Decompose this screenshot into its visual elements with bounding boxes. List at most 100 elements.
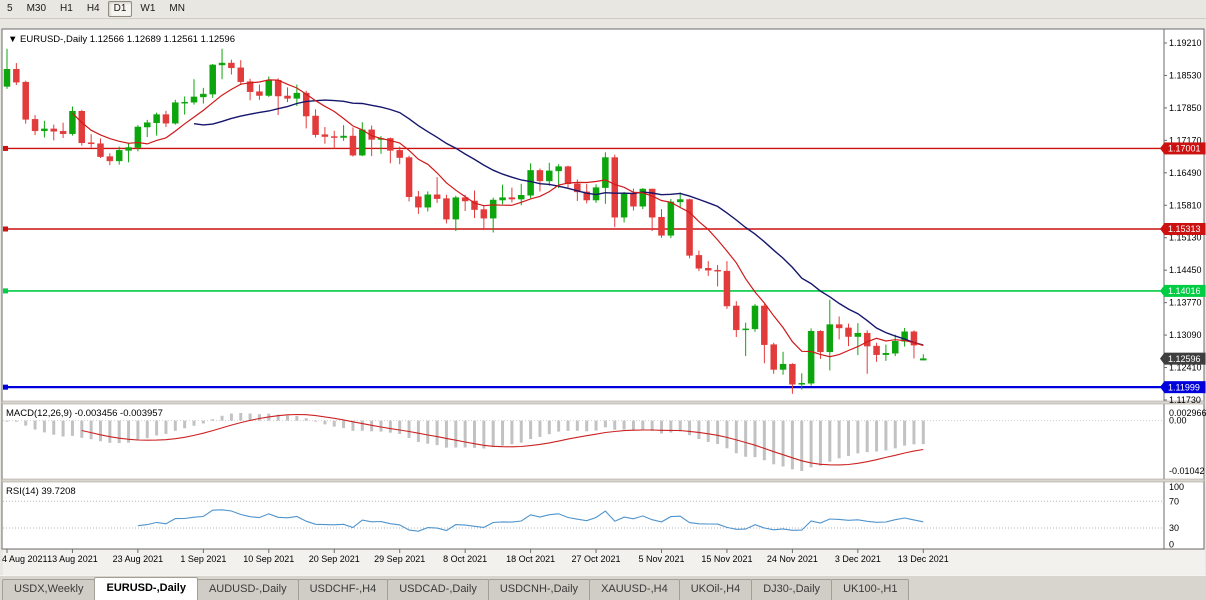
- svg-text:1.15313: 1.15313: [1168, 224, 1201, 234]
- candle-body: [826, 324, 834, 353]
- candle-body: [106, 156, 114, 162]
- macd-title: MACD(12,26,9) -0.003456 -0.003957: [6, 408, 163, 419]
- panel-splitter-rsi[interactable]: [1, 478, 1205, 483]
- timeframe-button-mn[interactable]: MN: [169, 3, 185, 14]
- candle-body: [480, 209, 488, 219]
- svg-text:4 Aug 2021: 4 Aug 2021: [2, 554, 48, 564]
- candle-body: [667, 201, 675, 236]
- candle-body: [293, 92, 301, 99]
- svg-text:1.15810: 1.15810: [1169, 200, 1202, 210]
- candle-body: [770, 344, 777, 370]
- symbol-ohlc-title: ▼ EURUSD-,Daily 1.12566 1.12689 1.12561 …: [8, 34, 235, 45]
- candle-body: [274, 79, 282, 97]
- candle-body: [3, 68, 11, 87]
- candle-body: [13, 68, 20, 83]
- candle-body: [22, 81, 29, 120]
- chart-tab-usdchf-h4[interactable]: USDCHF-,H4: [297, 579, 389, 600]
- candle-body: [237, 67, 244, 82]
- date-axis[interactable]: 4 Aug 2021 13 Aug 2021 23 Aug 2021 1 Sep 20…: [2, 549, 949, 564]
- candle-body: [31, 119, 39, 132]
- candle-body: [181, 101, 188, 104]
- chart-tab-audusd-daily[interactable]: AUDUSD-,Daily: [196, 579, 299, 600]
- candle-body: [807, 331, 815, 384]
- rsi-axis[interactable]: 100 70 30 0: [1169, 482, 1184, 550]
- svg-text:1.14450: 1.14450: [1169, 265, 1202, 275]
- rsi-line: [137, 509, 924, 532]
- svg-text:5 Nov 2021: 5 Nov 2021: [638, 554, 684, 564]
- svg-text:1.11730: 1.11730: [1169, 395, 1201, 405]
- candle-body: [761, 305, 768, 345]
- chart-tab-usdx-weekly[interactable]: USDX,Weekly: [2, 579, 96, 600]
- candle-body: [134, 126, 142, 148]
- candle-body: [312, 115, 319, 135]
- candle-body: [246, 81, 254, 92]
- candle-body: [331, 136, 338, 138]
- candle-body: [892, 341, 899, 354]
- svg-text:13 Aug 2021: 13 Aug 2021: [47, 554, 98, 564]
- candle-body: [97, 143, 104, 157]
- chart-tab-eurusd-daily[interactable]: EURUSD-,Daily: [94, 577, 198, 600]
- candle-body: [779, 363, 787, 370]
- candle-body: [144, 122, 151, 128]
- svg-text:10 Sep 2021: 10 Sep 2021: [243, 554, 294, 564]
- candle-body: [901, 331, 908, 342]
- time-scale-strip[interactable]: [3, 550, 1205, 575]
- horizontal-lines[interactable]: [3, 145, 1164, 390]
- timeframe-toolbar: 5 M30 H1 H4 D1 W1 MN: [0, 0, 1206, 19]
- candle-body: [882, 352, 890, 355]
- svg-text:1 Sep 2021: 1 Sep 2021: [180, 554, 226, 564]
- candle-body: [536, 170, 544, 182]
- candle-body: [574, 183, 581, 193]
- candle-body: [723, 270, 731, 307]
- svg-text:30: 30: [1169, 523, 1179, 533]
- candle-body: [835, 324, 843, 329]
- candle-body: [153, 114, 160, 123]
- candlestick-chart[interactable]: 1.19210 1.18530 1.17850 1.17170 1.16490 1.158…: [0, 19, 1206, 575]
- svg-text:3 Dec 2021: 3 Dec 2021: [835, 554, 881, 564]
- chart-tab-xauusd-h4[interactable]: XAUUSD-,H4: [589, 579, 680, 600]
- chart-frame: [1, 28, 1205, 550]
- timeframe-button-d1[interactable]: D1: [107, 1, 133, 17]
- candle-body: [499, 197, 506, 201]
- chart-tab-ukoil-h4[interactable]: UKOil-,H4: [678, 579, 753, 600]
- candle-body: [115, 150, 123, 162]
- candle-body: [69, 110, 76, 134]
- candle-body: [639, 188, 647, 207]
- svg-text:1.15130: 1.15130: [1169, 233, 1202, 243]
- svg-text:1.17170: 1.17170: [1169, 135, 1202, 145]
- timeframe-button-h4[interactable]: H4: [86, 3, 100, 14]
- svg-text:23 Aug 2021: 23 Aug 2021: [113, 554, 164, 564]
- candle-body: [583, 191, 590, 201]
- chart-tab-dj30-daily[interactable]: DJ30-,Daily: [751, 579, 833, 600]
- candle-body: [648, 188, 656, 218]
- candle-body: [59, 131, 67, 134]
- timeframe-button-m30[interactable]: M30: [26, 3, 47, 14]
- svg-text:-0.01042: -0.01042: [1169, 466, 1205, 476]
- timeframe-button-h1[interactable]: H1: [60, 3, 73, 14]
- chart-tab-usdcad-daily[interactable]: USDCAD-,Daily: [387, 579, 489, 600]
- ma-fast-line: [72, 79, 924, 358]
- svg-text:100: 100: [1169, 482, 1184, 492]
- candle-body: [41, 128, 48, 132]
- timeframe-button-w1[interactable]: W1: [140, 3, 156, 14]
- candle-body: [50, 128, 57, 132]
- timeframe-button-5[interactable]: 5: [7, 3, 13, 14]
- svg-text:1.12596: 1.12596: [1168, 354, 1201, 364]
- chart-area[interactable]: 1.19210 1.18530 1.17850 1.17170 1.16490 1.158…: [0, 19, 1206, 575]
- candle-body: [340, 135, 347, 138]
- panel-splitter-macd[interactable]: [1, 400, 1205, 405]
- candle-body: [695, 255, 703, 269]
- candle-body: [863, 332, 871, 347]
- price-axis[interactable]: 1.19210 1.18530 1.17850 1.17170 1.16490 1.158…: [1164, 38, 1202, 405]
- svg-text:27 Oct 2021: 27 Oct 2021: [572, 554, 621, 564]
- chart-tab-uk100-h1[interactable]: UK100-,H1: [831, 579, 910, 600]
- candle-body: [555, 166, 562, 172]
- candle-body: [489, 199, 497, 219]
- candle-body: [845, 327, 852, 337]
- candle-body: [742, 328, 749, 331]
- candle-body: [658, 216, 665, 236]
- candle-body: [630, 193, 637, 207]
- chart-tab-usdcnh-daily[interactable]: USDCNH-,Daily: [487, 579, 591, 600]
